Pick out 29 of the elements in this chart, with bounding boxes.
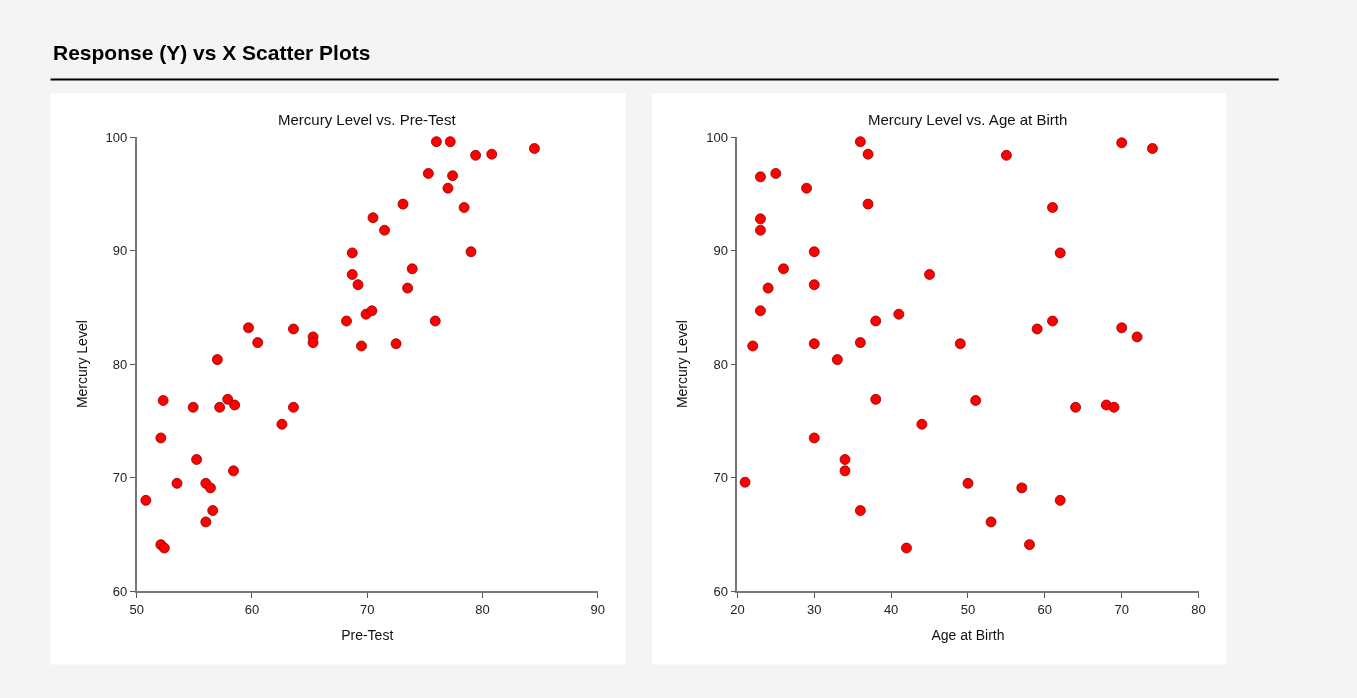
y-tick-label: 60 xyxy=(713,583,729,599)
x-tick-label: 60 xyxy=(1037,601,1053,617)
x-tick-label: 80 xyxy=(475,601,490,617)
y-tick-label: 70 xyxy=(713,470,729,486)
x-tick-label: 70 xyxy=(360,601,375,617)
x-tick-label: 20 xyxy=(730,601,745,617)
y-tick-label: 90 xyxy=(713,243,729,259)
x-tick-label: 50 xyxy=(960,601,976,617)
text: Response (Y) vs X Scatter Plots xyxy=(53,41,371,64)
y-tick-label: 100 xyxy=(706,129,729,145)
y-tick-label: 70 xyxy=(112,470,128,486)
x-tick-label: 70 xyxy=(1114,601,1129,617)
x-axis-title: Age at Birth xyxy=(931,627,1005,644)
y-tick-label: 60 xyxy=(112,583,128,599)
y-axis-title: Mercury Level xyxy=(73,320,90,409)
y-tick-label: 100 xyxy=(105,129,128,145)
y-tick-label: 90 xyxy=(112,243,128,259)
x-tick-label: 90 xyxy=(590,601,606,617)
y-axis-title: Mercury Level xyxy=(674,320,691,409)
y-tick-label: 80 xyxy=(112,356,128,372)
x-tick-label: 60 xyxy=(244,601,260,617)
x-tick-label: 40 xyxy=(883,601,899,617)
x-tick-label: 80 xyxy=(1191,601,1206,617)
x-axis-title: Pre-Test xyxy=(341,627,394,644)
chart-title: Mercury Level vs. Age at Birth xyxy=(868,111,1068,128)
x-tick-label: 50 xyxy=(129,601,144,617)
x-tick-label: 30 xyxy=(807,601,822,617)
y-tick-label: 80 xyxy=(713,356,729,372)
chart-title: Mercury Level vs. Pre-Test xyxy=(278,111,457,128)
